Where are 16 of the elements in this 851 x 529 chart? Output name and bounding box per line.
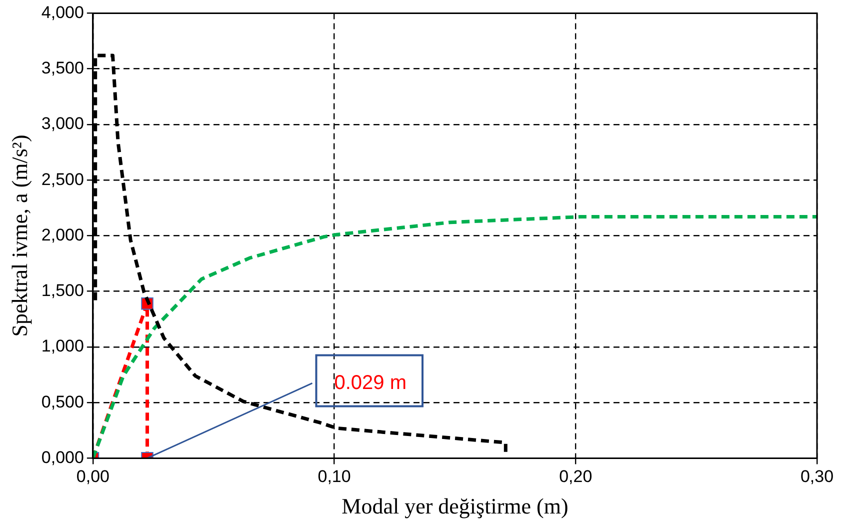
y-tick-label: 1,500 (41, 281, 84, 300)
y-axis-title: Spektral ivme, a (m/s²) (6, 134, 32, 337)
y-tick-label: 3,500 (41, 58, 84, 78)
annotation: 0.029 m (334, 372, 407, 394)
y-tick-label: 2,500 (41, 170, 84, 189)
x-tick-label: 0,00 (76, 467, 110, 486)
y-tick-label: 0,500 (41, 392, 84, 412)
y-tick-label: 0,000 (41, 448, 84, 467)
x-axis-title: Modal yer değiştirme (m) (342, 494, 568, 519)
y-tick-label: 3,000 (41, 114, 84, 134)
x-tick-label: 0,20 (559, 467, 592, 486)
y-tick-label: 1,000 (41, 336, 84, 356)
x-tick-label: 0,30 (800, 467, 834, 486)
y-tick-label: 2,000 (41, 225, 84, 244)
x-tick-label: 0,10 (318, 467, 351, 486)
y-tick-label: 4,000 (41, 2, 84, 22)
